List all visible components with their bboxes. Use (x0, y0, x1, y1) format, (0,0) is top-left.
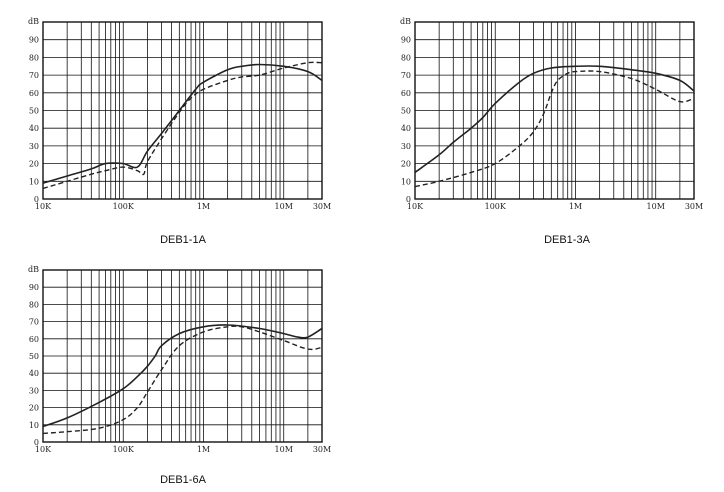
x-tick-label: 10M (647, 202, 665, 211)
x-tick-label: 30M (313, 445, 331, 454)
x-tick-label: 10M (275, 445, 293, 454)
chart-panel-3: 0 10 20 30 40 50 60 70 80 90 dB 10K 100K 1M 10M 30M DEB1… (28, 265, 331, 486)
series-line-solid (42, 63, 323, 184)
y-tick-label: 40 (29, 124, 39, 133)
y-tick-label: 20 (29, 404, 39, 413)
y-tick-label: 0 (34, 195, 39, 204)
y-tick-label: 10 (29, 177, 39, 186)
y-unit-label: dB (28, 265, 39, 274)
y-tick-label: 0 (406, 195, 411, 204)
series-line-dashed (42, 325, 323, 435)
y-tick-label: 60 (29, 335, 39, 344)
plot-frame (42, 269, 323, 443)
y-tick-label: 10 (401, 177, 411, 186)
y-unit-label: dB (400, 17, 411, 26)
x-tick-label: 1M (569, 202, 582, 211)
x-tick-label: 100K (485, 202, 507, 211)
y-tick-label: 40 (401, 124, 411, 133)
series-line-solid (42, 324, 323, 428)
series-line-dashed (42, 61, 323, 190)
y-tick-label: 90 (29, 283, 39, 292)
y-tick-label: 20 (401, 160, 411, 169)
x-tick-label: 100K (113, 202, 135, 211)
x-tick-label: 10K (35, 202, 52, 211)
y-tick-label: 50 (401, 107, 411, 116)
series-line-dashed (414, 70, 695, 188)
plot-frame (42, 21, 323, 200)
chart-panel-1: 0 10 20 30 40 50 60 70 80 90 dB 10K 100K 1M 10M 30M DEB1… (28, 17, 331, 246)
y-tick-label: 70 (29, 71, 39, 80)
y-tick-label: 80 (29, 300, 39, 309)
y-tick-label: 0 (34, 438, 39, 447)
y-tick-label: 20 (29, 160, 39, 169)
chart-panel-2: 0 10 20 30 40 50 60 70 80 90 dB 10K 100K 1M 10M 30M DEB1… (400, 17, 703, 246)
chart-caption: DEB1-1A (160, 234, 207, 246)
series-line-solid (414, 65, 695, 174)
y-tick-label: 40 (29, 369, 39, 378)
plot-frame (414, 21, 695, 200)
y-tick-label: 90 (29, 36, 39, 45)
y-tick-label: 70 (29, 318, 39, 327)
x-tick-label: 1M (197, 202, 210, 211)
chart-caption: DEB1-3A (544, 234, 591, 246)
y-tick-label: 60 (401, 89, 411, 98)
y-tick-label: 90 (401, 36, 411, 45)
chart-caption: DEB1-6A (160, 474, 207, 486)
y-tick-label: 70 (401, 71, 411, 80)
x-tick-label: 10M (275, 202, 293, 211)
y-tick-label: 10 (29, 421, 39, 430)
y-tick-label: 30 (29, 386, 39, 395)
y-tick-label: 30 (401, 142, 411, 151)
x-tick-label: 30M (685, 202, 703, 211)
x-tick-label: 10K (407, 202, 424, 211)
y-tick-label: 60 (29, 89, 39, 98)
y-unit-label: dB (28, 17, 39, 26)
x-tick-label: 100K (113, 445, 135, 454)
y-tick-label: 50 (29, 107, 39, 116)
y-tick-label: 50 (29, 352, 39, 361)
x-tick-label: 1M (197, 445, 210, 454)
y-tick-label: 30 (29, 142, 39, 151)
y-tick-label: 80 (401, 53, 411, 62)
x-tick-label: 30M (313, 202, 331, 211)
x-tick-label: 10K (35, 445, 52, 454)
y-tick-label: 80 (29, 53, 39, 62)
